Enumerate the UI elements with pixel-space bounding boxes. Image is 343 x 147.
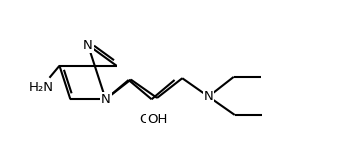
Text: N: N: [204, 90, 213, 103]
Text: N: N: [101, 93, 110, 106]
Text: OH: OH: [139, 113, 160, 126]
Text: OH: OH: [147, 113, 167, 126]
Text: N: N: [83, 39, 93, 51]
Text: H₂N: H₂N: [29, 81, 54, 94]
